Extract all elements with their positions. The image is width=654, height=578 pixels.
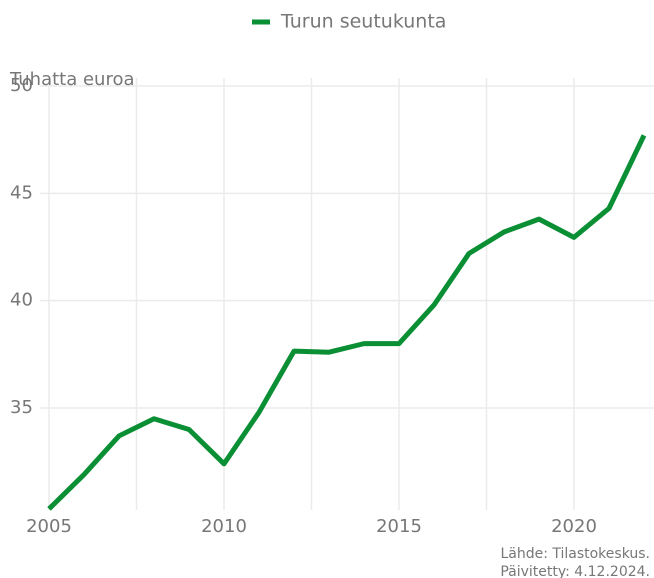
grid: [40, 78, 654, 510]
line: [47, 134, 647, 511]
source: Päivitetty: 4.12.2024.: [500, 564, 650, 578]
x-tick-label: 2020: [551, 516, 597, 537]
y-tick-label: 45: [10, 182, 33, 203]
y-tick-label: 35: [10, 397, 33, 418]
legend-label: Turun seutukunta: [280, 11, 446, 33]
x-tick-label: 2010: [201, 516, 247, 537]
x-tick-label: 2005: [26, 516, 72, 537]
source: Lähde: Tilastokeskus.: [500, 546, 650, 562]
x-tick-label: 2015: [376, 516, 422, 537]
y-axis-label: Tuhatta euroa: [9, 69, 135, 90]
y-tick-label: 50: [10, 75, 33, 96]
y-tick-label: 40: [10, 290, 33, 311]
